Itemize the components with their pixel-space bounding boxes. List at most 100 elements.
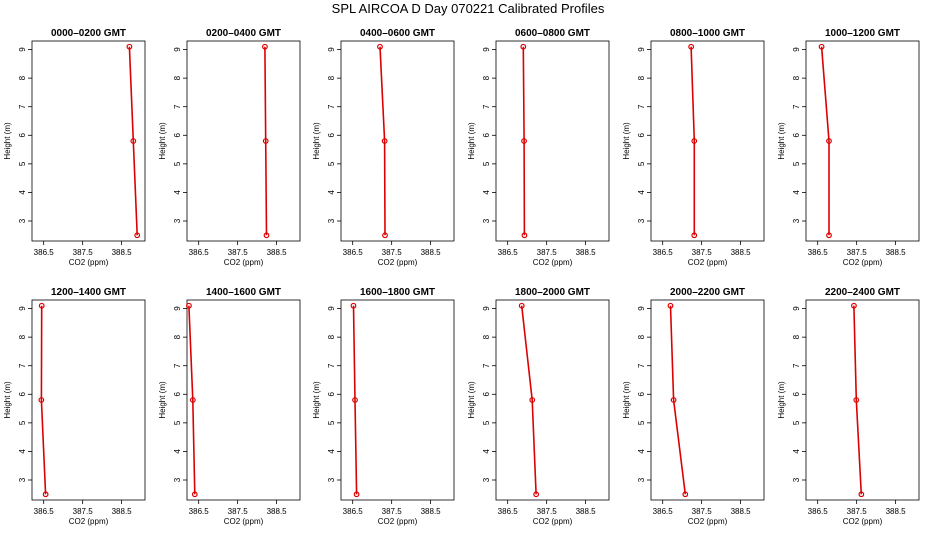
plot-frame bbox=[805, 299, 920, 501]
data-point bbox=[667, 302, 674, 309]
x-tick-label: 387.5 bbox=[73, 248, 94, 257]
x-tick-label: 388.5 bbox=[267, 507, 288, 516]
y-tick-label: 5 bbox=[792, 420, 801, 425]
y-tick-label: 6 bbox=[637, 133, 646, 138]
y-tick-label: 9 bbox=[482, 47, 491, 52]
x-axis-label: CO2 (ppm) bbox=[533, 258, 573, 267]
data-point bbox=[382, 232, 388, 239]
y-tick-label: 9 bbox=[482, 306, 491, 311]
y-tick-label: 8 bbox=[173, 334, 182, 339]
y-tick-label: 8 bbox=[792, 334, 801, 339]
y-axis-label: Height (m) bbox=[467, 122, 476, 160]
y-tick-label: 4 bbox=[173, 449, 182, 454]
y-tick-label: 4 bbox=[327, 449, 336, 454]
y-tick-label: 9 bbox=[327, 306, 336, 311]
y-tick-label: 6 bbox=[18, 392, 27, 397]
y-tick-label: 3 bbox=[173, 477, 182, 482]
profile-line bbox=[520, 305, 537, 495]
panel-title: 0400–0600 GMT bbox=[360, 28, 435, 39]
y-tick-label: 3 bbox=[327, 477, 336, 482]
profile-line bbox=[820, 46, 830, 236]
y-axis-label: Height (m) bbox=[312, 381, 321, 419]
panel-title: 2200–2400 GMT bbox=[825, 287, 900, 298]
y-tick-label: 5 bbox=[637, 420, 646, 425]
y-tick-label: 5 bbox=[173, 161, 182, 166]
x-tick-label: 388.5 bbox=[576, 248, 597, 257]
data-point bbox=[350, 302, 357, 309]
data-point bbox=[130, 138, 137, 144]
y-tick-label: 6 bbox=[327, 392, 336, 397]
profile-line bbox=[379, 46, 386, 236]
plot-frame bbox=[495, 299, 610, 501]
data-point bbox=[670, 397, 677, 403]
x-tick-label: 386.5 bbox=[189, 248, 210, 257]
chart-title: SPL AIRCOA D Day 070221 Calibrated Profi… bbox=[332, 1, 605, 16]
profile-line bbox=[669, 305, 687, 495]
plot-frame bbox=[186, 299, 301, 501]
y-tick-label: 4 bbox=[637, 449, 646, 454]
profile-line bbox=[40, 305, 47, 495]
x-tick-label: 387.5 bbox=[228, 507, 249, 516]
data-point bbox=[377, 43, 383, 50]
y-tick-label: 5 bbox=[482, 161, 491, 166]
x-tick-label: 386.5 bbox=[653, 248, 674, 257]
y-tick-label: 9 bbox=[792, 306, 801, 311]
y-tick-label: 6 bbox=[482, 392, 491, 397]
y-tick-label: 4 bbox=[482, 449, 491, 454]
y-tick-label: 9 bbox=[792, 47, 801, 52]
x-axis-label: CO2 (ppm) bbox=[688, 517, 728, 526]
x-tick-label: 387.5 bbox=[847, 507, 868, 516]
y-tick-label: 8 bbox=[637, 75, 646, 80]
y-tick-label: 5 bbox=[482, 420, 491, 425]
panel-title: 1200–1400 GMT bbox=[51, 287, 126, 298]
plot-frame bbox=[31, 40, 146, 242]
profile-line bbox=[188, 305, 196, 495]
profile-line bbox=[264, 46, 268, 236]
y-tick-label: 6 bbox=[792, 392, 801, 397]
data-point bbox=[520, 43, 527, 50]
y-tick-label: 7 bbox=[18, 104, 27, 109]
data-point bbox=[533, 491, 540, 498]
x-tick-label: 386.5 bbox=[189, 507, 210, 516]
panel-title: 1600–1800 GMT bbox=[360, 287, 435, 298]
y-tick-label: 5 bbox=[18, 420, 27, 425]
x-axis-label: CO2 (ppm) bbox=[224, 517, 264, 526]
data-point bbox=[126, 43, 133, 50]
panel-title: 0000–0200 GMT bbox=[51, 28, 126, 39]
data-point bbox=[853, 397, 860, 403]
y-tick-label: 3 bbox=[637, 477, 646, 482]
y-axis-label: Height (m) bbox=[312, 122, 321, 160]
data-point bbox=[189, 397, 196, 403]
y-tick-label: 4 bbox=[792, 190, 801, 195]
data-point bbox=[186, 302, 192, 309]
x-tick-label: 386.5 bbox=[343, 507, 364, 516]
y-tick-label: 8 bbox=[327, 75, 336, 80]
plot-frame bbox=[340, 40, 455, 242]
x-tick-label: 388.5 bbox=[886, 248, 907, 257]
y-tick-label: 4 bbox=[18, 190, 27, 195]
y-tick-label: 5 bbox=[637, 161, 646, 166]
data-point bbox=[529, 397, 536, 403]
panel-title: 0600–0800 GMT bbox=[515, 28, 590, 39]
x-tick-label: 386.5 bbox=[808, 507, 829, 516]
data-point bbox=[38, 397, 45, 403]
y-tick-label: 9 bbox=[637, 306, 646, 311]
y-tick-label: 9 bbox=[637, 47, 646, 52]
y-tick-label: 7 bbox=[637, 363, 646, 368]
y-tick-label: 7 bbox=[173, 104, 182, 109]
y-tick-label: 8 bbox=[637, 334, 646, 339]
data-point bbox=[42, 491, 49, 498]
profile-line bbox=[522, 46, 526, 236]
y-tick-label: 3 bbox=[18, 477, 27, 482]
y-tick-label: 8 bbox=[18, 75, 27, 80]
data-point bbox=[688, 43, 695, 50]
x-tick-label: 388.5 bbox=[886, 507, 907, 516]
x-axis-label: CO2 (ppm) bbox=[533, 517, 573, 526]
data-point bbox=[263, 232, 270, 239]
y-tick-label: 3 bbox=[792, 218, 801, 223]
